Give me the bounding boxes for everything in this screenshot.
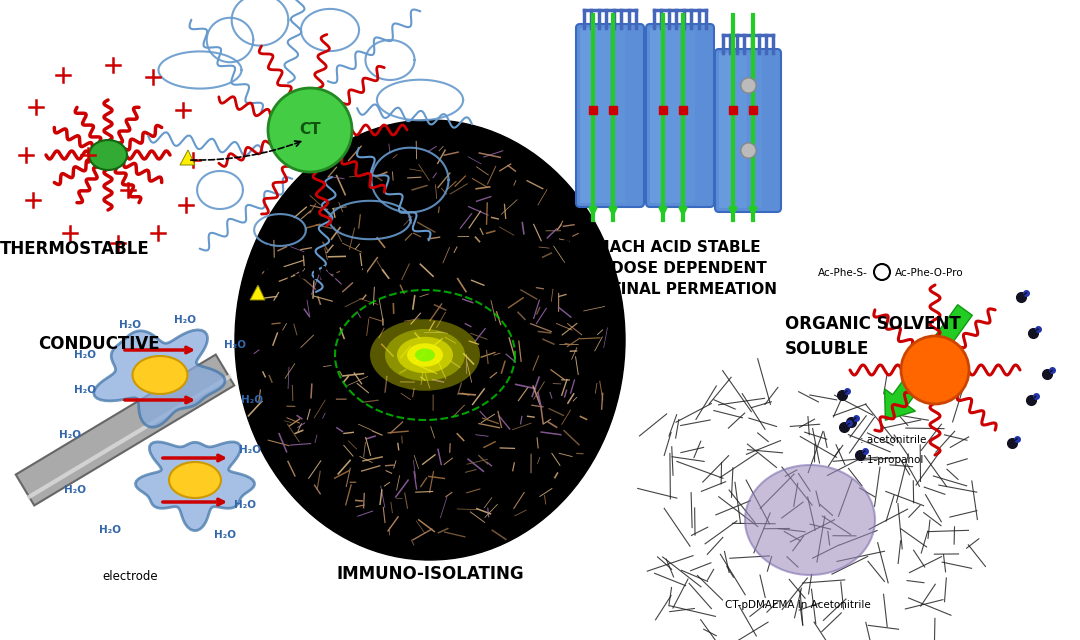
FancyBboxPatch shape — [715, 49, 781, 212]
Text: THERMOSTABLE: THERMOSTABLE — [0, 240, 150, 258]
FancyBboxPatch shape — [646, 24, 714, 207]
Text: electrode: electrode — [103, 570, 158, 583]
Text: H₂O: H₂O — [75, 350, 96, 360]
Ellipse shape — [407, 343, 443, 367]
Ellipse shape — [168, 462, 221, 498]
FancyBboxPatch shape — [719, 53, 733, 208]
Ellipse shape — [370, 319, 480, 391]
Text: H₂O: H₂O — [64, 485, 86, 495]
Ellipse shape — [133, 356, 188, 394]
Ellipse shape — [89, 140, 127, 170]
Ellipse shape — [415, 349, 435, 362]
Text: : acetonitrile: : acetonitrile — [860, 435, 927, 445]
Text: ORGANIC SOLVENT
SOLUBLE: ORGANIC SOLVENT SOLUBLE — [785, 315, 961, 358]
FancyBboxPatch shape — [665, 28, 680, 203]
FancyBboxPatch shape — [733, 53, 747, 208]
Text: STOMACH ACID STABLE
WITH DOSE DEPENDENT
INTESTINAL PERMEATION: STOMACH ACID STABLE WITH DOSE DEPENDENT … — [561, 240, 777, 297]
FancyBboxPatch shape — [748, 53, 762, 208]
Text: H₂O: H₂O — [241, 395, 264, 405]
Polygon shape — [135, 442, 255, 531]
Ellipse shape — [384, 329, 465, 381]
Text: H₂O: H₂O — [119, 320, 141, 330]
FancyBboxPatch shape — [650, 28, 665, 203]
Text: RESPONSIVE: RESPONSIVE — [251, 265, 369, 283]
Polygon shape — [94, 330, 225, 427]
Ellipse shape — [745, 465, 875, 575]
FancyBboxPatch shape — [680, 28, 696, 203]
Circle shape — [268, 88, 352, 172]
Circle shape — [901, 336, 969, 404]
Text: H₂O: H₂O — [224, 340, 246, 350]
Text: H₂O: H₂O — [239, 445, 261, 455]
Polygon shape — [180, 150, 195, 165]
FancyBboxPatch shape — [576, 24, 644, 207]
Text: CT: CT — [299, 122, 321, 138]
FancyBboxPatch shape — [610, 28, 625, 203]
Ellipse shape — [397, 337, 453, 373]
Text: Ac-Phe-O-Pro: Ac-Phe-O-Pro — [895, 268, 963, 278]
Polygon shape — [249, 285, 265, 300]
Text: H₂O: H₂O — [174, 315, 195, 325]
Text: IMMUNO-ISOLATING: IMMUNO-ISOLATING — [336, 565, 524, 583]
Ellipse shape — [235, 120, 625, 560]
Text: H₂O: H₂O — [214, 530, 237, 540]
Text: : 1-propanol: : 1-propanol — [860, 455, 923, 465]
Text: H₂O: H₂O — [75, 385, 96, 395]
FancyArrow shape — [885, 305, 972, 420]
FancyBboxPatch shape — [595, 28, 610, 203]
Text: CT-pDMAEMA in Acetonitrile: CT-pDMAEMA in Acetonitrile — [725, 600, 870, 610]
Text: H₂O: H₂O — [99, 525, 121, 535]
Polygon shape — [16, 355, 234, 506]
FancyBboxPatch shape — [580, 28, 595, 203]
Text: Ac-Phe-S-: Ac-Phe-S- — [818, 268, 868, 278]
Text: CONDUCTIVE: CONDUCTIVE — [38, 335, 160, 353]
Text: H₂O: H₂O — [234, 500, 256, 510]
Text: H₂O: H₂O — [59, 430, 81, 440]
